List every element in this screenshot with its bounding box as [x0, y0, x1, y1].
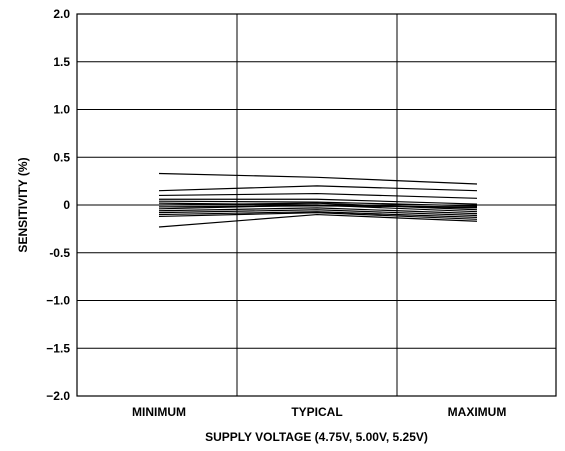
series-layer	[158, 172, 478, 228]
series-line	[158, 209, 478, 217]
y-tick-label: −1.5	[46, 341, 70, 355]
x-axis-label: SUPPLY VOLTAGE (4.75V, 5.00V, 5.25V)	[205, 430, 428, 444]
x-tick-label: MINIMUM	[132, 405, 186, 419]
y-tick-label: 1.5	[53, 55, 70, 69]
series-line	[158, 205, 478, 208]
series-line	[158, 202, 478, 211]
series-line	[158, 185, 478, 192]
y-tick-label: 1.0	[53, 103, 70, 117]
y-tick-label: −1.0	[46, 294, 70, 308]
y-tick-label: -0.5	[49, 246, 70, 260]
series-line	[158, 211, 478, 219]
series-line	[158, 200, 478, 207]
series-line	[158, 207, 478, 215]
series-line	[159, 198, 478, 205]
x-tick-label: TYPICAL	[291, 405, 342, 419]
y-tick-label: −2.0	[46, 389, 70, 403]
x-tick-labels: MINIMUM TYPICAL MAXIMUM	[132, 405, 506, 419]
series-line	[158, 213, 478, 228]
y-tick-labels: 2.0 1.5 1.0 0.5 0 -0.5 −1.0 −1.5 −2.0	[46, 7, 70, 403]
series-line	[158, 192, 478, 199]
x-tick-label: MAXIMUM	[448, 405, 507, 419]
y-tick-label: 2.0	[53, 7, 70, 21]
series-line	[158, 204, 478, 213]
y-tick-label: 0	[63, 198, 70, 212]
series-line	[158, 172, 478, 185]
series-line	[158, 212, 478, 220]
y-tick-label: 0.5	[53, 150, 70, 164]
y-axis-label: SENSITIVITY (%)	[16, 157, 30, 252]
plot-frame	[76, 13, 557, 397]
